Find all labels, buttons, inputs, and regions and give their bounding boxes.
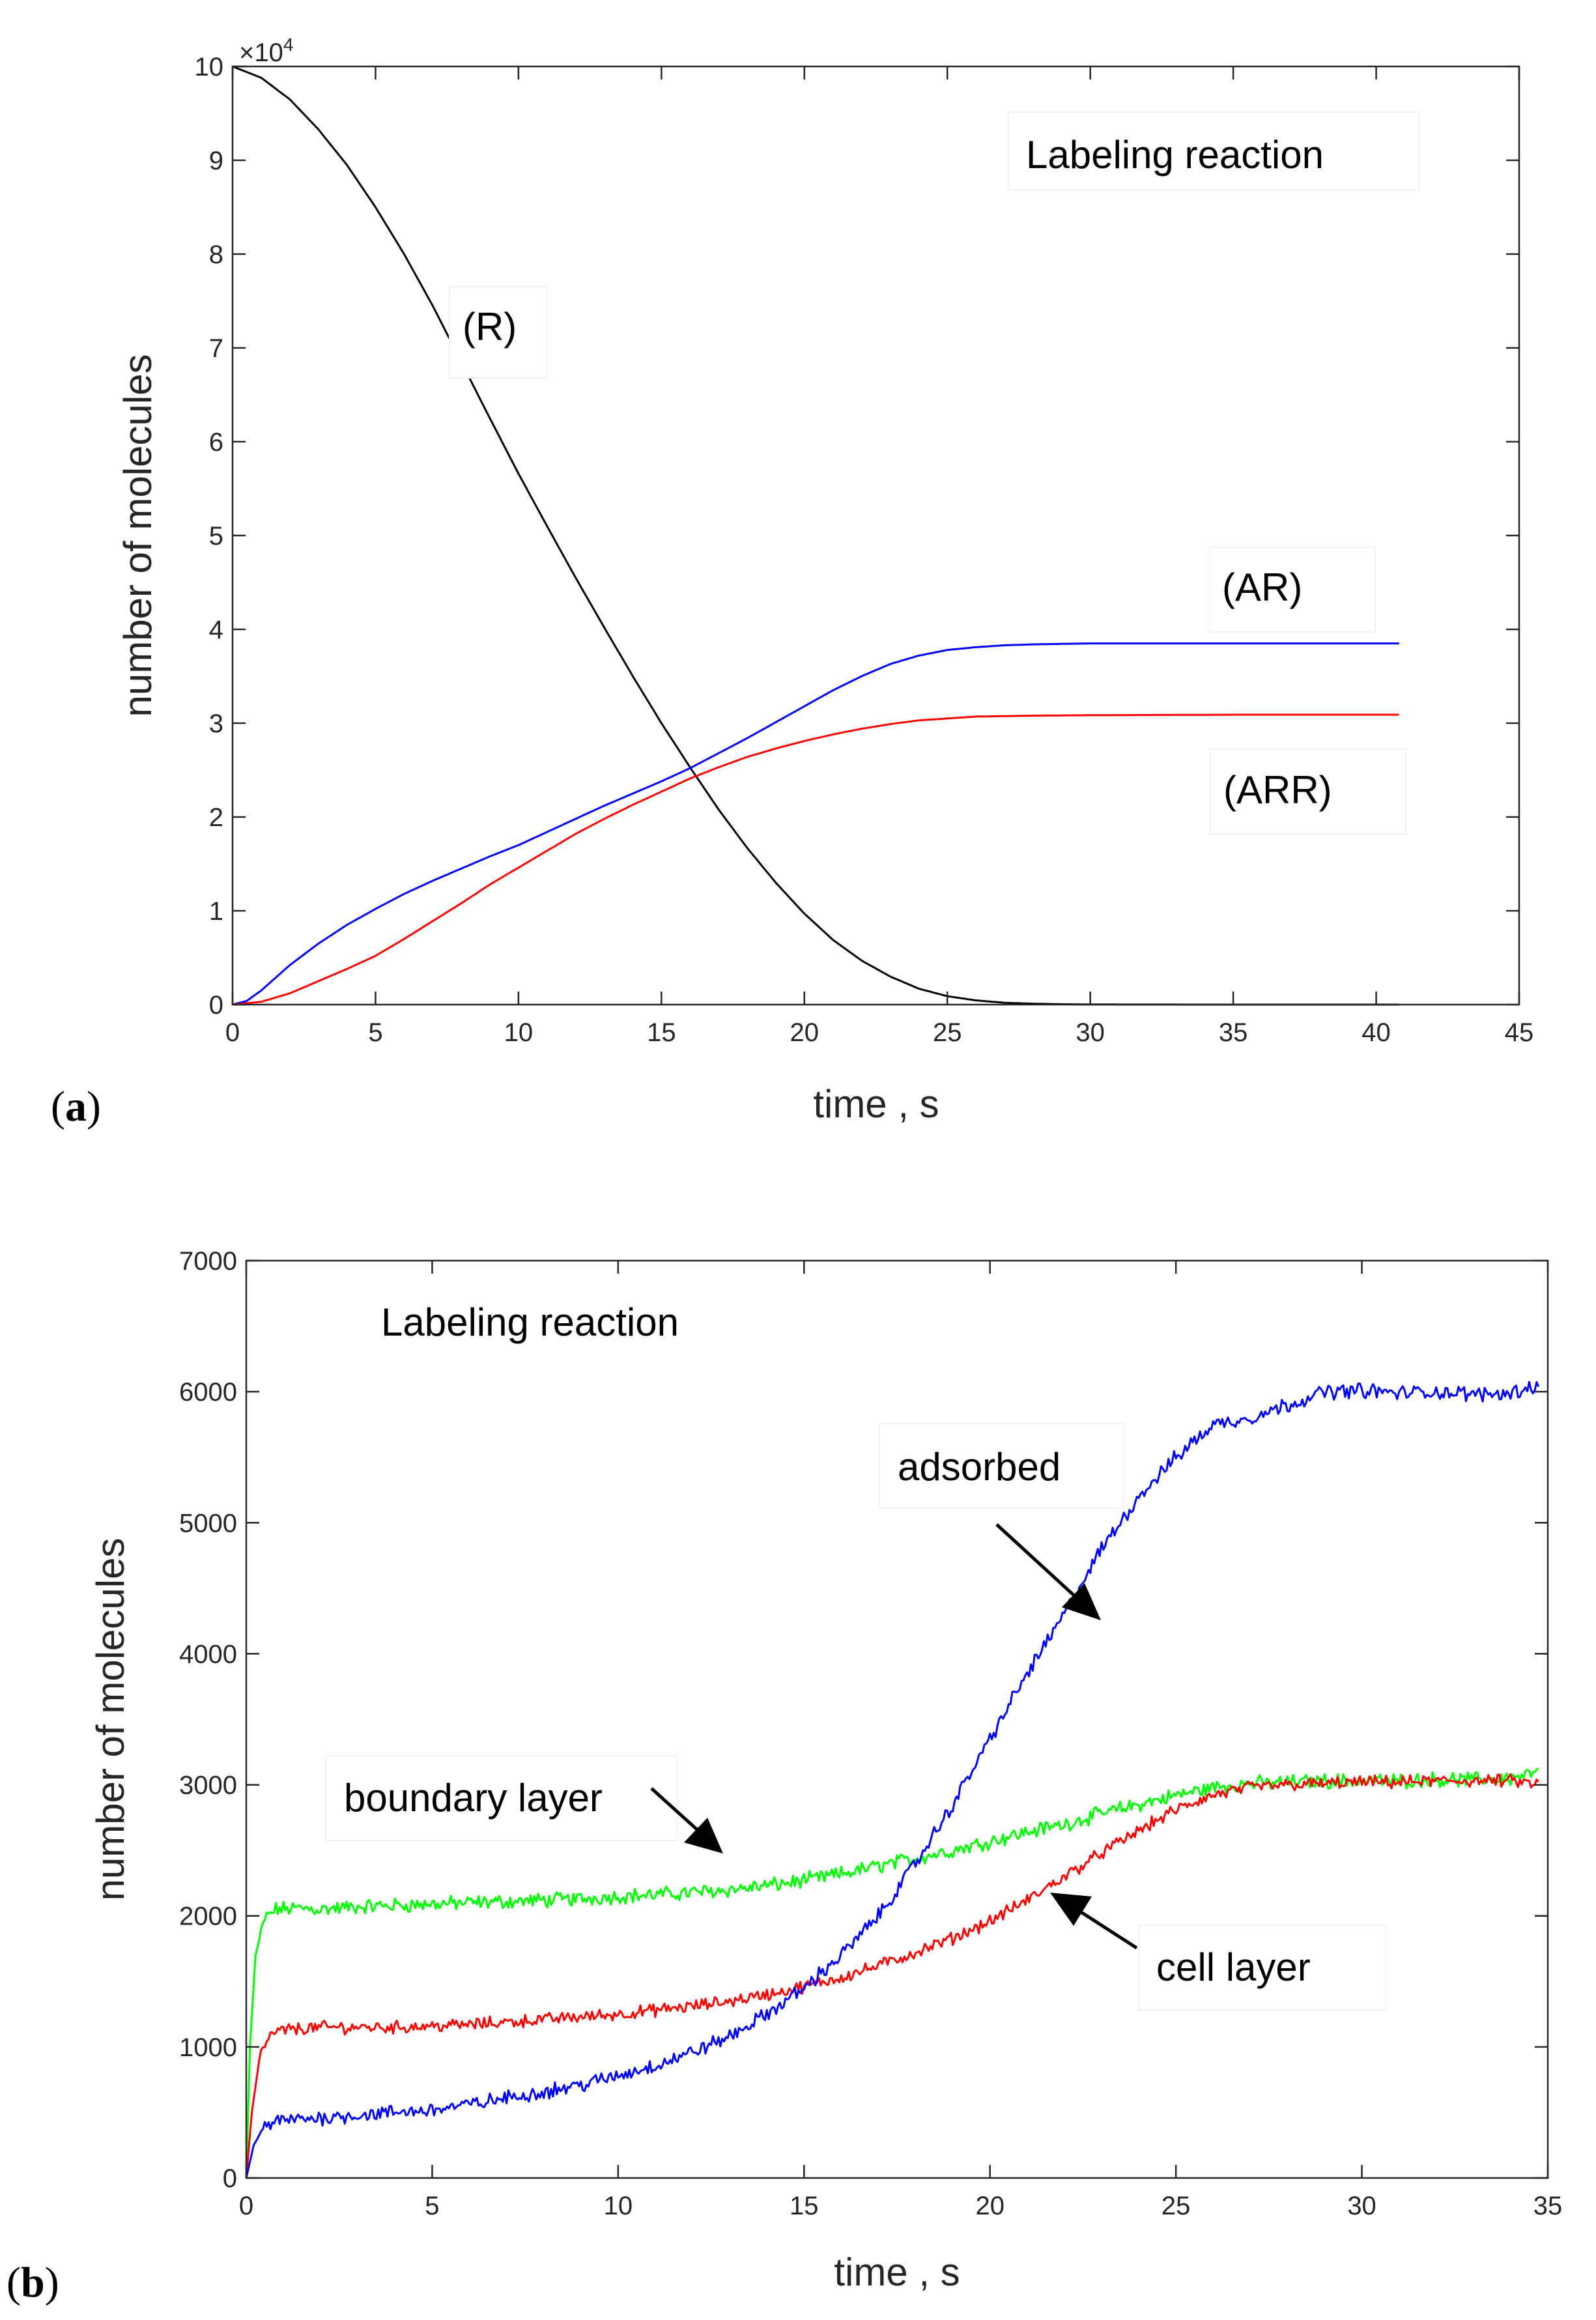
y-tick-label-a: 1 xyxy=(209,897,223,926)
x-tick-label-b: 5 xyxy=(425,2192,439,2220)
x-tick-label-b: 35 xyxy=(1533,2192,1563,2220)
x-axis-label-b: time , s xyxy=(834,2250,960,2294)
y-tick-label-a: 2 xyxy=(209,803,223,832)
y-tick-label-a: 7 xyxy=(209,334,223,363)
y-exponent-base-a: ×10 xyxy=(239,38,283,67)
y-tick-label-a: 0 xyxy=(209,991,223,1020)
series-line-a-ar xyxy=(232,642,1399,1006)
title-box-a xyxy=(1008,111,1419,191)
x-tick-label-a: 25 xyxy=(933,1018,962,1047)
x-tick-label-b: 10 xyxy=(604,2192,633,2220)
y-tick-label-a: 9 xyxy=(209,147,223,175)
panel-label-b: (b) xyxy=(7,2259,59,2306)
x-tick-label-a: 10 xyxy=(504,1018,534,1047)
svg-text:×104: ×104 xyxy=(239,35,293,67)
y-tick-label-b: 7000 xyxy=(179,1247,237,1276)
annotation-boundary-layer: boundary layer xyxy=(344,1776,603,1820)
series-group-a xyxy=(232,65,1399,1006)
annotation-box-r xyxy=(449,286,548,379)
series-group-b xyxy=(245,1381,1540,2179)
y-tick-label-b: 5000 xyxy=(179,1509,237,1538)
x-tick-label-a: 30 xyxy=(1076,1018,1105,1047)
y-exponent-label-a: ×104 xyxy=(239,35,293,67)
series-line-b-adsorbed xyxy=(245,1381,1540,2179)
x-tick-label-b: 15 xyxy=(790,2192,819,2220)
y-exponent-power-a: 4 xyxy=(283,35,294,55)
y-axis-label-b: number of molecules xyxy=(89,1538,132,1901)
annotation-r: (R) xyxy=(463,305,517,349)
annotation-cell-layer: cell layer xyxy=(1156,1945,1311,1989)
x-tick-label-a: 15 xyxy=(647,1018,676,1047)
y-tick-label-b: 4000 xyxy=(179,1640,237,1668)
chart-title-a: Labeling reaction xyxy=(1026,133,1324,177)
x-tick-label-b: 20 xyxy=(975,2192,1005,2220)
y-tick-label-a: 10 xyxy=(195,53,224,81)
series-line-a-r xyxy=(232,65,1399,1006)
x-tick-label-a: 35 xyxy=(1219,1018,1248,1047)
x-tick-label-b: 30 xyxy=(1347,2192,1376,2220)
arrow-adsorbed xyxy=(995,1523,1101,1620)
y-tick-label-b: 6000 xyxy=(179,1378,237,1407)
x-tick-label-a: 5 xyxy=(368,1018,382,1047)
x-tick-label-b: 0 xyxy=(239,2192,253,2220)
y-tick-label-a: 5 xyxy=(209,522,223,551)
ticks-group-b: 0 5 10 15 20 25 30 35 0 1000 2000 3000 4000 5000 6000 7… xyxy=(179,1247,1562,2220)
y-tick-label-b: 3000 xyxy=(179,1771,237,1800)
arrow-boundary-layer xyxy=(650,1787,723,1854)
plot-area-frame-a xyxy=(231,65,1520,1006)
y-tick-label-a: 4 xyxy=(209,616,223,644)
x-axis-label-a: time , s xyxy=(813,1082,939,1126)
series-line-a-arr xyxy=(232,713,1399,1006)
x-tick-label-a: 40 xyxy=(1361,1018,1391,1047)
x-tick-label-a: 0 xyxy=(225,1018,240,1047)
annotation-box-ar xyxy=(1208,547,1376,633)
annotation-box-arr xyxy=(1210,749,1406,835)
x-tick-label-a: 20 xyxy=(790,1018,819,1047)
chart-b: 0 5 10 15 20 25 30 35 0 1000 2000 3000 4000 5000 6000 7… xyxy=(7,1247,1562,2306)
y-tick-label-a: 8 xyxy=(209,240,223,269)
x-tick-label-b: 25 xyxy=(1161,2192,1191,2220)
series-line-b-boundary-layer xyxy=(245,1768,1539,2179)
y-axis-label-a: number of molecules xyxy=(116,354,160,717)
y-tick-label-b: 2000 xyxy=(179,1902,237,1931)
annotation-adsorbed: adsorbed xyxy=(898,1445,1061,1489)
annotation-arr: (ARR) xyxy=(1223,768,1332,812)
chart-title-b: Labeling reaction xyxy=(381,1300,679,1344)
annotation-box-boundary xyxy=(325,1755,678,1841)
annotation-box-adsorbed xyxy=(879,1423,1124,1509)
panel-label-a: (a) xyxy=(51,1083,101,1130)
arrow-cell-layer xyxy=(1050,1893,1138,1950)
series-line-b-cell-layer xyxy=(245,1773,1539,2179)
annotation-ar: (AR) xyxy=(1222,566,1302,609)
y-tick-label-a: 6 xyxy=(209,428,223,457)
annotation-box-cell xyxy=(1138,1925,1387,2011)
y-tick-label-b: 1000 xyxy=(179,2033,237,2062)
y-tick-label-b: 0 xyxy=(223,2164,237,2193)
y-tick-label-a: 3 xyxy=(209,709,223,738)
plot-area-frame-b xyxy=(245,1259,1549,2179)
x-tick-label-a: 45 xyxy=(1505,1018,1534,1047)
